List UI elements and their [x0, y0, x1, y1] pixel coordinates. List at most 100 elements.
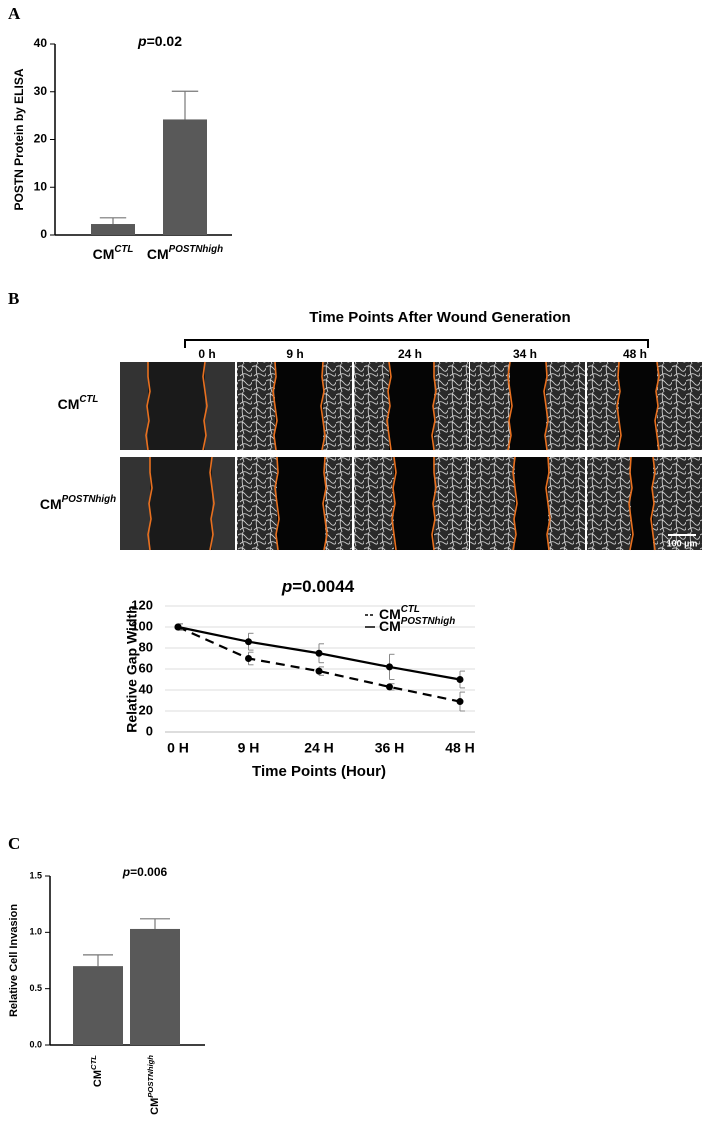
y-tick-label: 0 [40, 227, 47, 241]
row-label: CMCTL [58, 394, 99, 412]
point [245, 655, 252, 662]
y-axis-label: POSTN Protein by ELISA [12, 68, 26, 210]
y-tick-label: 10 [34, 179, 48, 193]
y-tick-label: 40 [34, 36, 48, 50]
x-tick-label-part: CTL [89, 1055, 98, 1070]
point [386, 683, 393, 691]
y-tick-label: 60 [139, 660, 153, 675]
chart-title: p=0.0044 [281, 577, 355, 596]
wound-edge [391, 456, 397, 551]
chart-title-part: p [281, 577, 292, 596]
point [315, 649, 323, 657]
legend-label-part: CTL [401, 604, 420, 615]
wound-edge [628, 456, 634, 551]
wound-gap [148, 362, 205, 450]
point [245, 638, 252, 646]
row-label-part: CM [40, 496, 62, 512]
x-tick-label: CMPOSTNhigh [146, 1055, 161, 1115]
wound-gap [275, 362, 323, 450]
annotation-part: p [122, 865, 130, 879]
wound-gap [150, 457, 212, 550]
chart-title-part: =0.0044 [292, 577, 354, 596]
wound-gap [515, 457, 548, 550]
x-tick-label: CMCTL [93, 244, 134, 262]
x-tick-label: 24 H [304, 740, 334, 756]
column-label: 48 h [623, 347, 647, 361]
wound-gap [277, 457, 325, 550]
wound-edge [386, 361, 392, 451]
bracket [184, 339, 649, 348]
wound-edge [272, 361, 278, 451]
y-tick-label: 20 [34, 132, 48, 146]
y-tick-label: 20 [139, 702, 153, 717]
wound-edge [431, 362, 437, 451]
wound-edge [507, 361, 513, 451]
annotation: p=0.006 [122, 865, 168, 879]
y-axis-label: Relative Gap Width [124, 605, 140, 732]
bar [91, 224, 135, 235]
x-tick-label-part: CM [149, 1098, 161, 1115]
bar [163, 119, 207, 235]
y-tick-label: 100 [131, 618, 153, 633]
wound-edge [209, 456, 215, 551]
wound-edge [543, 361, 549, 451]
annotation-part: =0.006 [130, 865, 167, 879]
x-tick-label: CMCTL [89, 1055, 104, 1087]
wound-edge [145, 362, 151, 451]
y-tick-label: 80 [139, 639, 153, 654]
wound-edge [147, 457, 153, 551]
wound-gap [631, 457, 653, 550]
x-tick-label-part: POSTNhigh [146, 1055, 155, 1098]
wound-edge [512, 456, 518, 551]
wound-gap [394, 457, 434, 550]
panel-letter: A [8, 4, 21, 23]
annotation-part: =0.02 [147, 33, 183, 49]
point [174, 623, 182, 631]
y-tick-label: 120 [131, 597, 153, 612]
wound-edge [545, 456, 551, 551]
wound-gap [389, 362, 434, 450]
wound-edge [274, 456, 280, 551]
scale-bar-label: 100 µm [667, 538, 698, 548]
y-axis-label: Relative Cell Invasion [8, 904, 20, 1017]
wound-edge [654, 361, 660, 451]
x-tick-label-part: CM [147, 246, 169, 262]
row-label-part: CM [58, 396, 80, 412]
y-tick-label: 0.0 [29, 1039, 42, 1049]
legend-label-part: CM [379, 606, 401, 622]
point [315, 667, 323, 675]
panel-letter: C [8, 834, 20, 853]
wound-edge [650, 456, 656, 551]
x-axis-label: Time Points (Hour) [252, 763, 386, 780]
x-tick-label: 36 H [375, 740, 405, 756]
column-label: 9 h [286, 347, 303, 361]
point [386, 663, 393, 671]
column-label: 0 h [198, 347, 215, 361]
wound-gap [510, 362, 546, 450]
column-label: 34 h [513, 347, 537, 361]
annotation-part: p [137, 33, 147, 49]
wound-title: Time Points After Wound Generation [309, 309, 570, 326]
y-tick-label: 30 [34, 84, 48, 98]
row-label-part: POSTNhigh [62, 494, 116, 505]
x-tick-label-part: POSTNhigh [169, 244, 223, 255]
wound-gap [619, 362, 657, 450]
wound-edge [616, 361, 622, 451]
y-tick-label: 1.0 [29, 927, 42, 937]
series-line [177, 625, 461, 703]
point [456, 698, 464, 706]
y-tick-label: 40 [139, 681, 153, 696]
point [456, 676, 464, 683]
x-tick-label: 0 H [167, 740, 189, 756]
y-tick-label: 0 [146, 723, 153, 738]
column-label: 24 h [398, 347, 422, 361]
legend-label: CMPOSTNhigh [379, 616, 455, 634]
legend-label-part: POSTNhigh [401, 616, 455, 627]
legend-label: CMCTL [379, 604, 420, 622]
x-tick-label-part: CTL [114, 244, 133, 255]
x-tick-label: 48 H [445, 740, 475, 756]
wound-edge [431, 457, 437, 551]
y-tick-label: 1.5 [29, 870, 42, 880]
wound-edge [202, 361, 208, 451]
